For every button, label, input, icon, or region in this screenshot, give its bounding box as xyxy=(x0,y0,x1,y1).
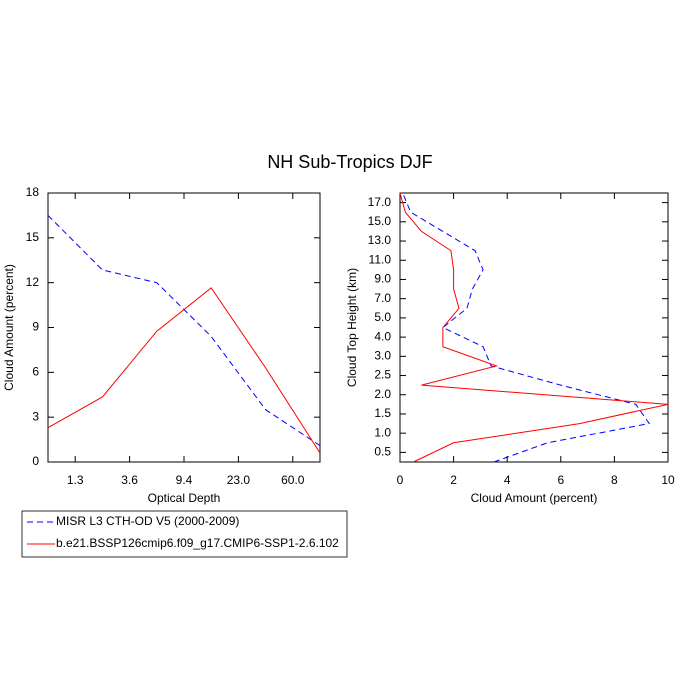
y-tick-label: 15.0 xyxy=(368,214,392,228)
x-tick-label: 3.6 xyxy=(121,473,138,487)
y-axis-label: Cloud Amount (percent) xyxy=(2,264,16,391)
x-tick-label: 0 xyxy=(397,473,404,487)
y-tick-label: 0 xyxy=(32,454,39,468)
x-tick-label: 60.0 xyxy=(281,473,305,487)
y-tick-label: 6 xyxy=(32,365,39,379)
plot-frame xyxy=(399,192,669,463)
y-tick-label: 12 xyxy=(26,275,40,289)
series-line xyxy=(402,192,651,463)
y-tick-label: 9 xyxy=(32,320,39,334)
y-tick-label: 3.0 xyxy=(374,348,391,362)
legend-label: b.e21.BSSP126cmip6.f09_g17.CMIP6-SSP1-2.… xyxy=(56,536,339,550)
y-tick-label: 5.0 xyxy=(374,310,391,324)
x-tick-label: 1.3 xyxy=(67,473,84,487)
figure-title: NH Sub-Tropics DJF xyxy=(267,152,432,172)
y-tick-label: 9.0 xyxy=(374,272,391,286)
y-tick-label: 18 xyxy=(26,185,40,199)
legend-label: MISR L3 CTH-OD V5 (2000-2009) xyxy=(56,514,239,528)
y-tick-label: 1.0 xyxy=(374,425,391,439)
series-line xyxy=(399,192,669,463)
x-tick-label: 8 xyxy=(611,473,618,487)
y-tick-label: 1.5 xyxy=(374,406,391,420)
y-tick-label: 4.0 xyxy=(374,329,391,343)
x-axis-label: Cloud Amount (percent) xyxy=(471,491,598,505)
y-tick-label: 7.0 xyxy=(374,291,391,305)
x-tick-label: 4 xyxy=(504,473,511,487)
x-tick-label: 9.4 xyxy=(176,473,193,487)
x-tick-label: 6 xyxy=(557,473,564,487)
y-tick-label: 17.0 xyxy=(368,195,392,209)
x-tick-label: 10 xyxy=(661,473,675,487)
legend-frame xyxy=(21,510,348,558)
plot-frame xyxy=(47,192,321,463)
y-tick-label: 2.0 xyxy=(374,387,391,401)
y-tick-label: 2.5 xyxy=(374,368,391,382)
x-tick-label: 23.0 xyxy=(227,473,251,487)
series-line xyxy=(47,287,321,454)
x-axis-label: Optical Depth xyxy=(148,491,221,505)
y-tick-label: 13.0 xyxy=(368,233,392,247)
y-tick-label: 15 xyxy=(26,230,40,244)
y-axis-label: Cloud Top Height (km) xyxy=(345,268,359,387)
y-tick-label: 11.0 xyxy=(369,252,392,266)
y-tick-label: 0.5 xyxy=(374,445,391,459)
x-tick-label: 2 xyxy=(450,473,457,487)
series-line xyxy=(47,215,321,446)
y-tick-label: 3 xyxy=(32,409,39,423)
